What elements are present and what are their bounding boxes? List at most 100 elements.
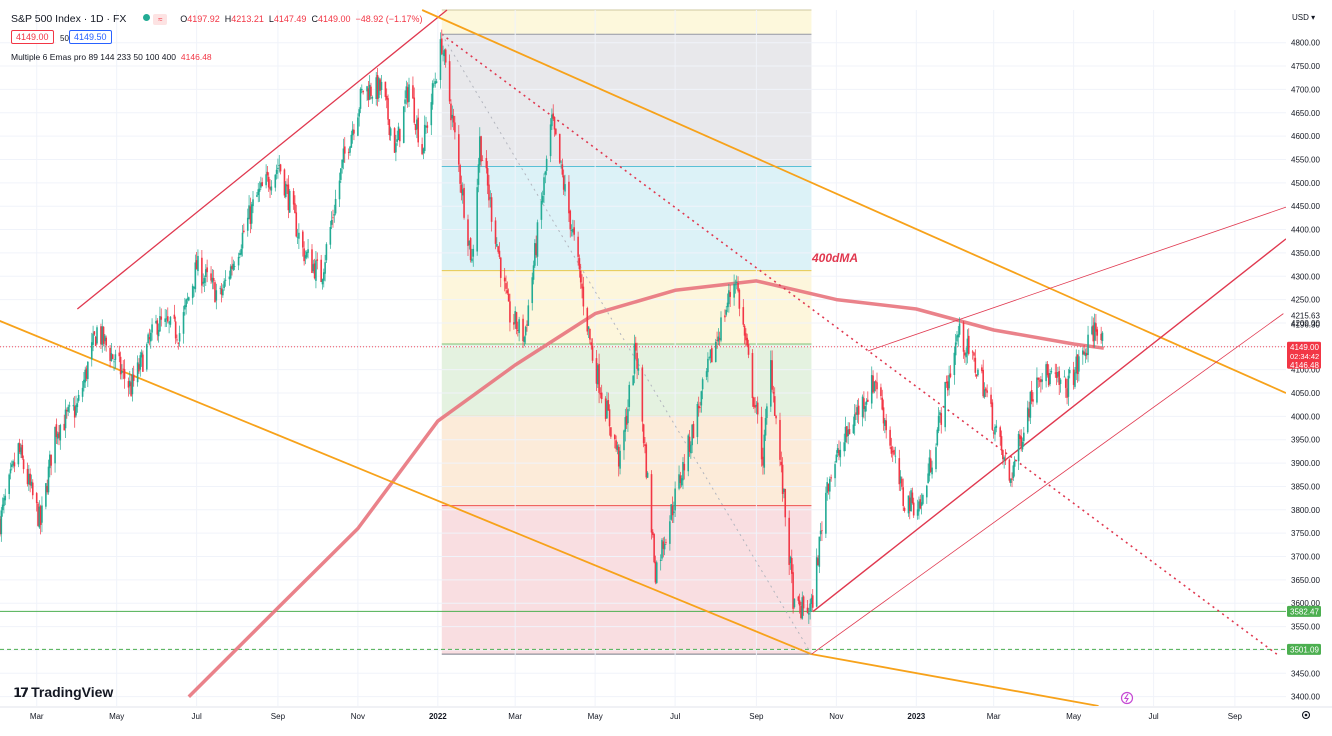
candle-body: [788, 517, 790, 565]
candle-body: [28, 473, 30, 485]
candle-body: [608, 409, 611, 427]
candle-body: [229, 266, 232, 279]
ema-400-path: [187, 279, 1105, 698]
candle-body: [159, 316, 161, 332]
candle-body: [22, 459, 25, 470]
indicator-value: 4146.48: [180, 52, 212, 62]
price-tick-label: 3650.00: [1291, 576, 1320, 585]
candle-body: [232, 263, 235, 270]
candle-body: [872, 375, 874, 393]
candle-body: [393, 128, 396, 153]
price-tick-label: 3450.00: [1291, 669, 1320, 678]
time-tick-label: May: [588, 712, 603, 721]
currency-selector[interactable]: USD ▾: [1292, 13, 1316, 22]
candle-body: [1041, 379, 1043, 382]
candle-body: [709, 349, 712, 359]
sell-price-button[interactable]: 4149.00: [11, 30, 54, 44]
candle-body: [417, 117, 419, 143]
candle-body: [451, 114, 454, 119]
candle-body: [240, 248, 243, 255]
candle-body: [671, 505, 674, 516]
tradingview-logo[interactable]: 𝟭𝟳 TradingView: [13, 684, 114, 700]
settings-icon[interactable]: [1301, 710, 1311, 720]
candle-body: [965, 352, 967, 358]
last-price-label: 4149.00: [1290, 343, 1319, 352]
candle-body: [443, 50, 446, 57]
candle-body: [177, 342, 180, 344]
candle-body: [763, 434, 766, 468]
compare-icon[interactable]: ≈: [153, 14, 168, 25]
candle-body: [146, 344, 148, 370]
candle-body: [1068, 370, 1071, 374]
candle-body: [1023, 432, 1025, 442]
candle-body: [174, 321, 177, 339]
candle-body: [284, 183, 287, 198]
candle-body: [322, 272, 325, 281]
candle-body: [489, 197, 492, 199]
candle-body: [725, 309, 728, 315]
candle-body: [531, 277, 534, 304]
candle-body: [844, 426, 847, 443]
candle-body: [982, 369, 984, 397]
candle-body: [324, 262, 326, 274]
candle-body: [808, 612, 810, 615]
candle-body: [911, 492, 914, 504]
candle-body: [494, 220, 497, 244]
candle-body: [384, 81, 387, 97]
candle-body: [269, 187, 271, 190]
candle-body: [458, 134, 460, 165]
candle-body: [278, 165, 281, 166]
support-price-label: 3582.47: [1290, 607, 1319, 616]
candle-body: [894, 455, 897, 457]
candle-body: [1083, 351, 1085, 355]
candle-body: [995, 425, 998, 429]
candle-body: [646, 472, 649, 478]
candle-body: [395, 143, 397, 153]
candle-body: [962, 322, 965, 352]
candle-body: [90, 342, 93, 360]
candle-body: [431, 83, 434, 105]
price-tick-label: 4450.00: [1291, 202, 1320, 211]
candle-body: [1019, 435, 1021, 440]
candle-body: [461, 189, 464, 196]
candle-body: [764, 418, 767, 436]
candle-body: [104, 335, 106, 342]
candle-body: [316, 259, 319, 261]
candle-body: [800, 606, 802, 618]
buy-price-button[interactable]: 4149.50: [69, 30, 112, 44]
candle-body: [1026, 407, 1029, 433]
indicator-legend[interactable]: Multiple 6 Emas pro 89 144 233 50 100 40…: [11, 52, 212, 62]
candle-body: [678, 474, 680, 489]
candle-body: [956, 335, 958, 342]
candle-body: [165, 318, 168, 320]
candle-body: [0, 519, 1, 535]
candle-body: [21, 444, 24, 459]
symbol-title[interactable]: S&P 500 Index · 1D · FX: [11, 13, 127, 25]
candle-body: [433, 84, 435, 86]
time-tick-label: Jul: [670, 712, 680, 721]
alert-icon[interactable]: [1120, 691, 1134, 705]
candle-body: [333, 214, 336, 216]
candle-body: [928, 457, 931, 476]
candle-body: [790, 558, 793, 574]
candle-body: [480, 136, 482, 162]
candle-body: [187, 297, 190, 301]
price-tick-label: 4000.00: [1291, 412, 1320, 421]
candle-body: [119, 356, 122, 375]
candle-body: [918, 501, 920, 512]
candle-body: [1095, 323, 1097, 332]
candle-body: [329, 226, 332, 245]
candle-body: [568, 181, 570, 214]
candle-body: [1085, 353, 1088, 356]
time-axis[interactable]: Mar May Jul Sep Nov 2022 Mar May Jul Sep Nov 2023 Ma…: [0, 706, 1332, 736]
candle-body: [873, 381, 876, 392]
candle-body: [343, 146, 346, 154]
candle-body: [375, 77, 378, 100]
candle-body: [697, 405, 700, 409]
time-tick-label: Mar: [987, 712, 1001, 721]
candle-body: [202, 281, 204, 284]
candle-body: [939, 412, 941, 416]
candle-body: [634, 342, 637, 351]
candle-body: [527, 305, 530, 326]
